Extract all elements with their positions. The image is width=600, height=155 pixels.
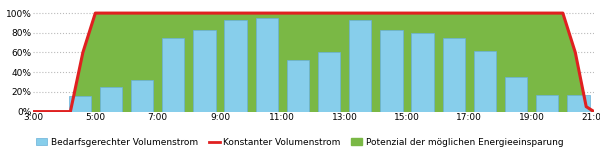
Bar — [131, 80, 154, 112]
Bar — [287, 60, 309, 112]
Bar — [349, 20, 371, 112]
Bar — [162, 38, 184, 112]
Polygon shape — [33, 13, 594, 112]
Bar — [443, 38, 465, 112]
Bar — [412, 33, 434, 112]
Bar — [505, 77, 527, 112]
Bar — [567, 95, 590, 112]
Bar — [473, 51, 496, 112]
Legend: Bedarfsgerechter Volumenstrom, Konstanter Volumenstrom, Potenzial der möglichen : Bedarfsgerechter Volumenstrom, Konstante… — [33, 134, 567, 151]
Bar — [224, 20, 247, 112]
Bar — [256, 18, 278, 112]
Bar — [318, 51, 340, 112]
Bar — [380, 30, 403, 112]
Bar — [68, 96, 91, 112]
Bar — [100, 87, 122, 112]
Bar — [536, 95, 559, 112]
Bar — [193, 30, 215, 112]
